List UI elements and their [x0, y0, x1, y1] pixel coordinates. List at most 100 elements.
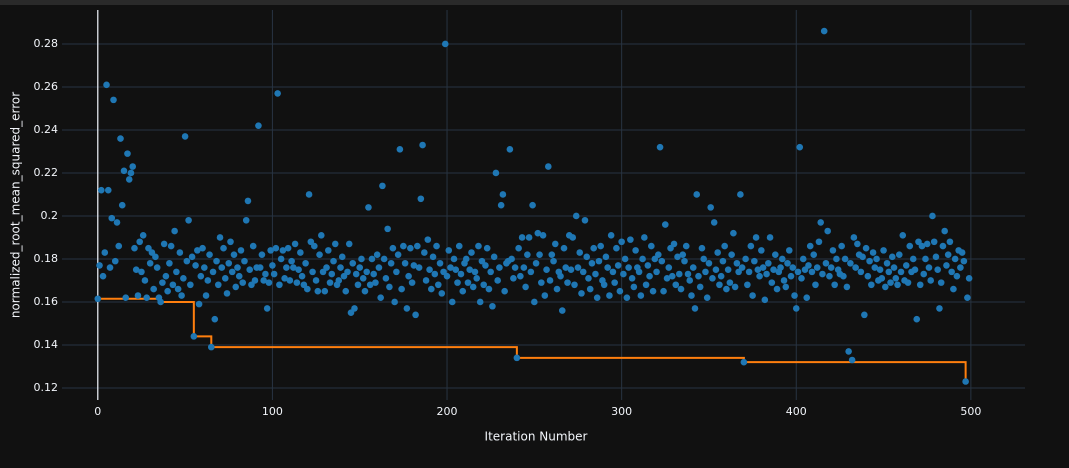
point	[260, 277, 267, 284]
point	[850, 234, 858, 241]
point	[524, 251, 531, 258]
point	[854, 240, 861, 248]
point	[848, 356, 856, 364]
point	[234, 264, 241, 271]
point	[806, 242, 814, 250]
point	[628, 275, 636, 282]
point	[648, 242, 655, 250]
point	[702, 268, 709, 276]
point	[375, 264, 383, 271]
point	[798, 275, 805, 282]
point	[97, 186, 105, 194]
point	[513, 354, 521, 362]
point	[424, 236, 432, 243]
point	[714, 249, 721, 256]
point	[571, 281, 578, 289]
point	[609, 268, 617, 276]
point	[751, 257, 758, 265]
point	[602, 253, 610, 261]
point	[441, 40, 449, 48]
point	[653, 268, 660, 276]
point	[728, 251, 735, 258]
point	[419, 141, 426, 149]
point	[407, 244, 414, 252]
point	[143, 294, 150, 301]
point	[895, 251, 903, 258]
point	[202, 292, 210, 299]
point	[246, 266, 254, 274]
point	[517, 272, 524, 280]
point	[670, 240, 678, 248]
point	[686, 277, 694, 284]
point	[759, 264, 767, 271]
point	[543, 266, 550, 274]
point	[749, 292, 756, 299]
point	[934, 266, 941, 274]
point	[173, 268, 180, 276]
point	[845, 348, 852, 355]
point	[356, 264, 364, 271]
point	[532, 259, 540, 267]
x-tick-label: 200	[437, 405, 458, 418]
point	[305, 191, 313, 198]
point	[808, 268, 816, 276]
point	[511, 264, 519, 271]
point	[422, 277, 430, 284]
point	[218, 264, 226, 271]
point	[242, 216, 250, 224]
point	[298, 272, 306, 280]
point	[604, 264, 611, 271]
point	[536, 251, 543, 258]
point	[104, 186, 112, 194]
point	[787, 272, 795, 280]
point	[337, 264, 344, 271]
point	[911, 266, 919, 274]
point	[277, 255, 285, 263]
point	[916, 281, 924, 289]
point	[501, 287, 508, 295]
point	[962, 378, 969, 385]
point	[525, 234, 533, 241]
point	[256, 264, 264, 271]
point	[438, 290, 446, 297]
point	[567, 266, 575, 274]
x-tick-label: 300	[611, 405, 632, 418]
point	[110, 96, 117, 104]
point	[791, 292, 798, 299]
point	[194, 247, 201, 254]
point	[658, 257, 666, 265]
point	[878, 275, 886, 282]
point	[180, 275, 187, 282]
point	[195, 300, 203, 308]
point	[211, 315, 219, 323]
point	[417, 195, 425, 203]
point	[244, 197, 252, 205]
point	[207, 343, 215, 351]
point	[197, 272, 205, 280]
point	[518, 234, 526, 241]
point	[822, 259, 830, 267]
point	[932, 253, 940, 261]
point	[590, 244, 598, 252]
point	[213, 257, 220, 265]
point	[206, 251, 213, 258]
point	[283, 264, 290, 271]
point	[393, 268, 400, 276]
point	[843, 283, 851, 291]
x-axis-title: Iteration Number	[485, 430, 588, 444]
point	[433, 242, 440, 250]
point	[391, 298, 398, 306]
point	[338, 253, 346, 261]
point	[455, 242, 463, 250]
point	[616, 287, 624, 295]
point	[675, 270, 683, 278]
point	[354, 281, 362, 289]
point	[847, 259, 854, 267]
point	[443, 272, 451, 280]
point	[429, 253, 437, 261]
point	[167, 242, 175, 250]
point	[482, 262, 489, 269]
point	[483, 244, 491, 252]
point	[792, 305, 800, 312]
point	[827, 264, 835, 271]
